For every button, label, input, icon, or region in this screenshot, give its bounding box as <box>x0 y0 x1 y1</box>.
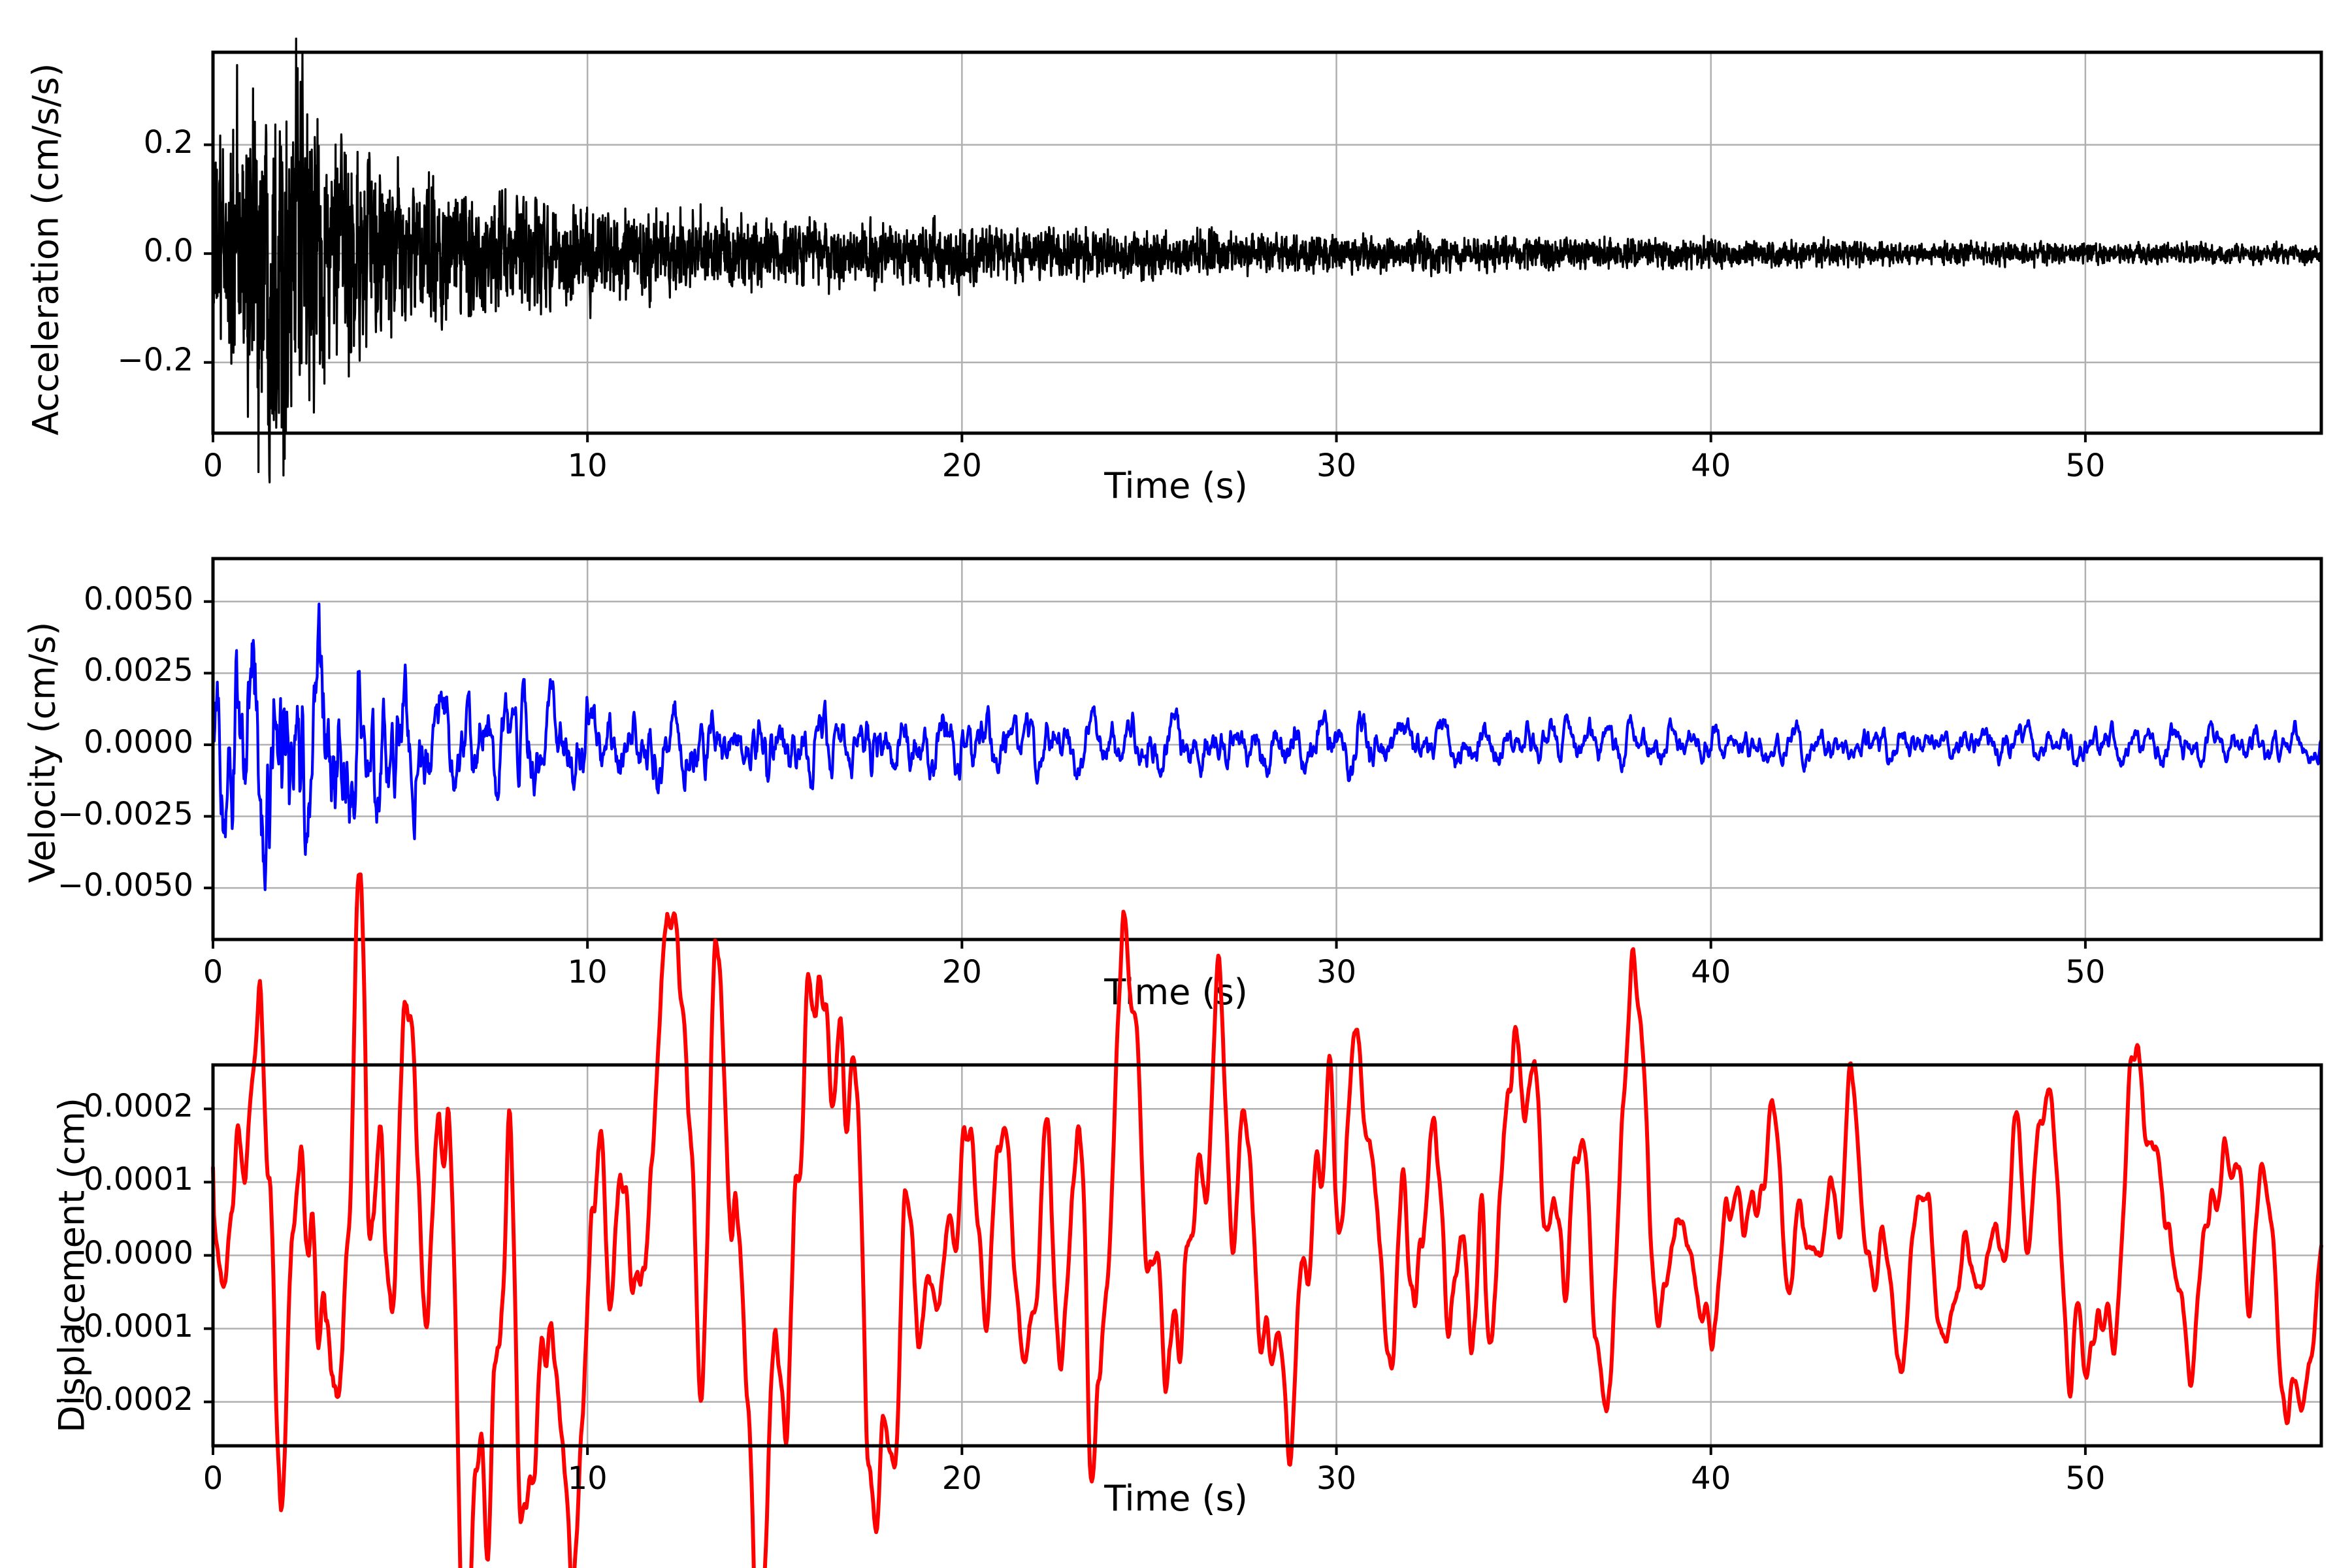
x-tick-label: 10 <box>567 448 608 484</box>
acceleration-trace <box>212 37 2323 483</box>
x-tick-label: 50 <box>2065 954 2106 990</box>
x-tick-label: 30 <box>1316 448 1357 484</box>
y-tick-label: −0.0025 <box>57 795 193 832</box>
x-tick-label: 10 <box>567 1460 608 1497</box>
velocity-trace <box>211 602 2323 891</box>
x-tick-label: 0 <box>203 1460 223 1497</box>
y-tick-label: 0.0000 <box>84 723 193 760</box>
x-tick-label: 20 <box>941 448 982 484</box>
y-tick-label: −0.0002 <box>57 1380 193 1418</box>
y-tick-label: 0.2 <box>143 123 193 161</box>
x-tick-label: 40 <box>1691 1460 1731 1497</box>
y-tick-label: 0.0001 <box>84 1161 193 1198</box>
y-tick-label: −0.0050 <box>57 867 193 904</box>
displacement-x-axis-label: Time (s) <box>1104 1478 1248 1519</box>
y-tick-label: −0.2 <box>117 341 193 378</box>
y-tick-label: −0.0001 <box>57 1307 193 1345</box>
acceleration-panel: Acceleration (cm/s/s) Time (s) <box>0 0 2352 523</box>
axes-frame <box>211 50 2323 435</box>
y-tick-label: 0.0025 <box>84 652 193 689</box>
x-tick-label: 20 <box>941 1460 982 1497</box>
velocity-plot-area <box>204 557 2323 949</box>
x-tick-label: 30 <box>1316 1460 1357 1497</box>
y-tick-label: 0.0000 <box>84 1234 193 1271</box>
x-tick-label: 50 <box>2065 1460 2106 1497</box>
y-tick-label: 0.0 <box>143 233 193 270</box>
x-tick-label: 40 <box>1691 448 1731 484</box>
x-tick-label: 30 <box>1316 954 1357 990</box>
axes-frame <box>211 557 2323 941</box>
y-tick-label: 0.0002 <box>84 1088 193 1125</box>
velocity-panel: Velocity (cm/s) Time (s) <box>22 557 2323 1013</box>
acceleration-plot-area <box>204 37 2323 483</box>
x-tick-label: 40 <box>1691 954 1731 990</box>
acceleration-x-axis-label: Time (s) <box>1104 465 1248 506</box>
x-tick-label: 10 <box>567 954 608 990</box>
x-tick-label: 0 <box>203 448 223 484</box>
displacement-trace <box>211 872 2323 1568</box>
x-tick-label: 20 <box>941 954 982 990</box>
x-tick-label: 50 <box>2065 448 2106 484</box>
y-tick-label: 0.0050 <box>84 580 193 617</box>
x-tick-label: 0 <box>203 954 223 990</box>
